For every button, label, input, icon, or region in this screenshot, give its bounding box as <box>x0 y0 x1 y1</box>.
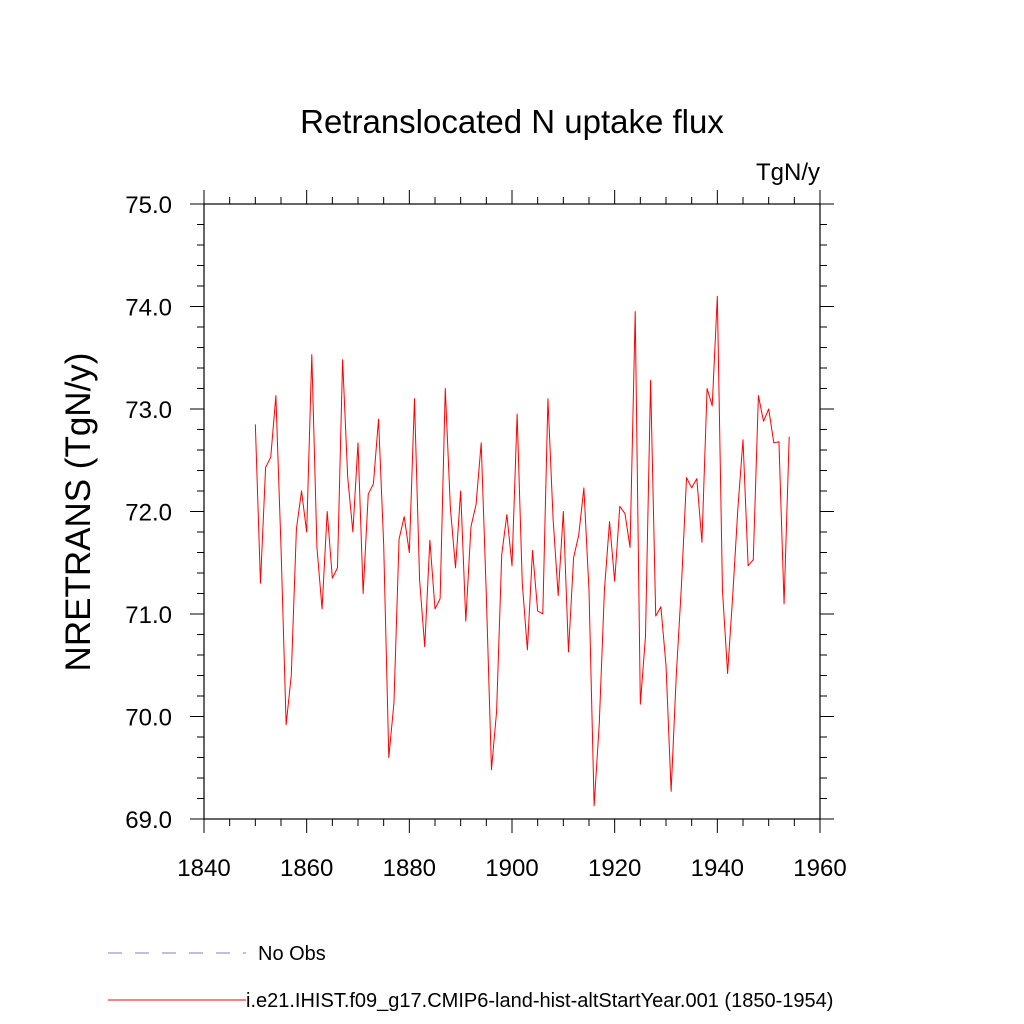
legend-label-no-obs: No Obs <box>258 943 326 965</box>
x-tick-label: 1900 <box>485 855 538 882</box>
y-tick-label: 73.0 <box>125 397 172 424</box>
y-tick-label: 72.0 <box>125 500 172 527</box>
x-tick-label: 1880 <box>383 855 436 882</box>
legend: No Obs i.e21.IHIST.f09_g17.CMIP6-land-hi… <box>108 943 833 1012</box>
series-lines <box>254 295 790 807</box>
y-tick-label: 75.0 <box>125 192 172 219</box>
y-tick-label: 71.0 <box>125 602 172 629</box>
y-axis-label: NRETRANS (TgN/y) <box>59 353 98 672</box>
axis-ticks <box>190 190 834 833</box>
tick-labels: 1840 1860 1880 1900 1920 1940 1960 69.0 70.0 71.0… <box>125 192 846 882</box>
y-tick-label: 74.0 <box>125 295 172 322</box>
x-tick-label: 1940 <box>691 855 744 882</box>
x-tick-label: 1920 <box>588 855 641 882</box>
y-tick-label: 69.0 <box>125 807 172 834</box>
x-tick-label: 1960 <box>793 855 846 882</box>
chart-title: Retranslocated N uptake flux <box>300 103 724 140</box>
plot-frame <box>203 203 821 820</box>
y-tick-label: 70.0 <box>125 705 172 732</box>
x-tick-label: 1840 <box>177 855 230 882</box>
legend-label-model-run: i.e21.IHIST.f09_g17.CMIP6-land-hist-altS… <box>246 990 833 1012</box>
series-line-1 <box>254 295 790 807</box>
units-label: TgN/y <box>756 159 820 186</box>
x-tick-label: 1860 <box>280 855 333 882</box>
